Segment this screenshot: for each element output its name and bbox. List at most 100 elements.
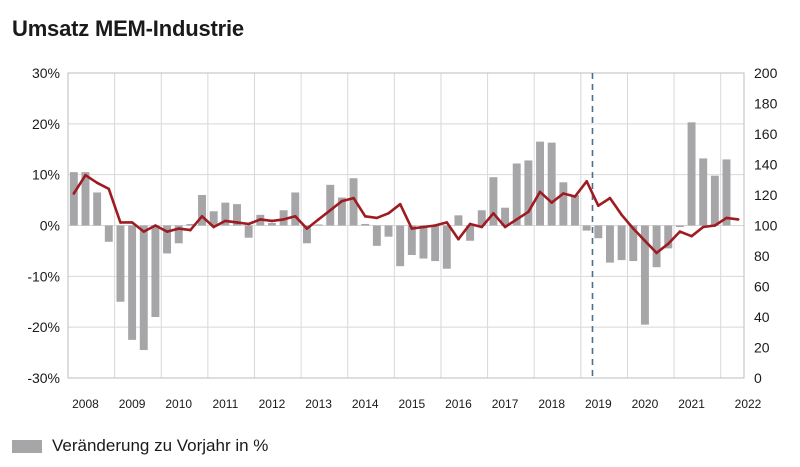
- index-line: [72, 173, 739, 255]
- y-right-tick-label: 200: [754, 65, 778, 81]
- line-point: [119, 221, 122, 224]
- y-right-tick-label: 100: [754, 218, 778, 234]
- line-point: [666, 242, 670, 246]
- y-right-tick-label: 180: [754, 96, 778, 112]
- bar: [326, 184, 335, 226]
- x-tick-label: 2012: [259, 397, 286, 411]
- bar: [559, 182, 568, 226]
- y-left-tick-label: 30%: [32, 65, 60, 81]
- line-point: [95, 181, 99, 185]
- line-point: [643, 239, 647, 243]
- y-left-tick-label: -20%: [27, 319, 60, 335]
- line-point: [492, 212, 495, 215]
- line-point: [398, 202, 402, 206]
- line-point: [72, 192, 76, 195]
- line-point: [410, 227, 414, 230]
- line-point: [527, 210, 530, 214]
- bar: [384, 225, 393, 237]
- y-right-tick-label: 160: [754, 126, 778, 142]
- bar: [81, 172, 90, 226]
- x-tick-label: 2015: [398, 397, 425, 411]
- bar: [664, 225, 673, 249]
- bar: [396, 225, 405, 267]
- bar: [617, 225, 626, 261]
- bar: [477, 210, 486, 226]
- bar: [163, 225, 172, 254]
- bar: [454, 215, 463, 226]
- line-point: [701, 225, 705, 229]
- line-point: [538, 190, 542, 194]
- line-point: [212, 225, 215, 229]
- line-point: [457, 237, 460, 241]
- line-point: [259, 218, 262, 221]
- line-point: [189, 228, 192, 232]
- plot-frame: [67, 72, 745, 379]
- bar: [547, 142, 556, 226]
- line-point: [363, 215, 367, 218]
- line-point: [422, 225, 425, 229]
- bar: [279, 210, 288, 226]
- x-tick-label: 2013: [305, 397, 332, 411]
- line-point: [736, 218, 740, 221]
- line-point: [585, 179, 588, 183]
- line-point: [503, 225, 507, 229]
- line-point: [247, 222, 250, 226]
- line-point: [142, 230, 146, 233]
- line-point: [177, 227, 181, 230]
- bar: [93, 192, 102, 226]
- bar: [151, 225, 160, 317]
- line-point: [515, 218, 519, 221]
- bar: [512, 163, 521, 226]
- bar: [582, 225, 591, 231]
- y-right-tick-label: 120: [754, 187, 778, 203]
- bar: [524, 160, 533, 226]
- line-point: [597, 204, 600, 207]
- bar: [699, 158, 708, 226]
- x-tick-label: 2010: [165, 397, 192, 411]
- bar: [710, 175, 719, 226]
- y-right-tick-label: 40: [754, 309, 770, 325]
- bar: [268, 222, 276, 226]
- bar: [209, 211, 218, 226]
- bar: [221, 202, 230, 226]
- line-point: [107, 187, 111, 191]
- line-point: [282, 218, 285, 221]
- y-right-tick-label: 80: [754, 248, 770, 264]
- y-left-tick-label: -10%: [27, 268, 60, 284]
- x-tick-label: 2019: [585, 397, 612, 411]
- y-left-tick-label: 20%: [32, 116, 60, 132]
- bar: [139, 225, 148, 351]
- bar: [466, 225, 475, 241]
- bar: [244, 225, 253, 238]
- x-tick-label: 2011: [212, 397, 238, 411]
- y-left-tick-label: 10%: [32, 167, 60, 183]
- line-point: [631, 227, 635, 230]
- y-left-tick-label: 0%: [40, 218, 60, 234]
- line-point: [550, 201, 553, 204]
- bar: [489, 177, 498, 226]
- x-tick-label: 2020: [632, 397, 659, 411]
- line-point: [270, 219, 274, 223]
- bar: [314, 224, 323, 226]
- bar: [349, 178, 358, 226]
- bar: [594, 225, 603, 239]
- line-point: [655, 251, 658, 255]
- y-right-tick-label: 140: [754, 157, 778, 173]
- line-point: [235, 221, 239, 224]
- line-point: [433, 224, 437, 227]
- line-point: [200, 215, 204, 218]
- bar: [174, 225, 183, 244]
- line-point: [317, 218, 320, 221]
- bar: [675, 225, 684, 228]
- line-point: [375, 216, 379, 220]
- line-point: [387, 212, 390, 215]
- bar: [186, 223, 195, 226]
- line-point: [130, 221, 134, 224]
- bar: [501, 207, 510, 226]
- line-point: [224, 219, 227, 223]
- bar: [606, 225, 614, 263]
- line-point: [84, 173, 87, 177]
- legend: Veränderung zu Vorjahr in %: [12, 436, 268, 456]
- bar: [640, 225, 649, 325]
- y-left-tick-label: -30%: [27, 370, 60, 386]
